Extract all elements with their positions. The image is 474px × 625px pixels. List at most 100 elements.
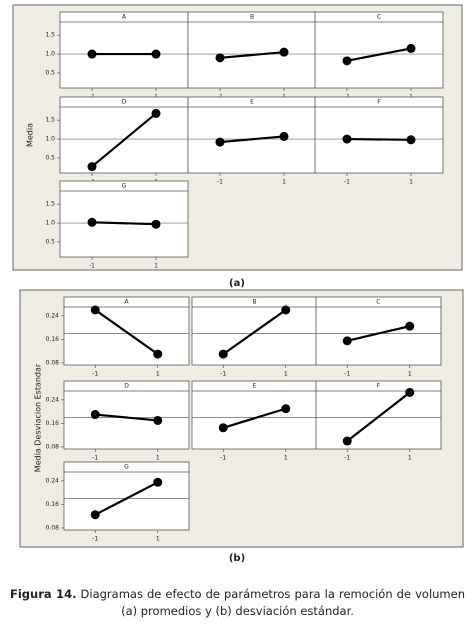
- y-tick-label: 0.16: [46, 420, 60, 427]
- x-tick-label: -1: [217, 179, 223, 186]
- point: [215, 53, 225, 63]
- y-tick-label: 1.5: [45, 201, 55, 208]
- x-tick-label: 1: [156, 371, 160, 378]
- series-line: [346, 391, 411, 442]
- x-tick-label: -1: [89, 263, 95, 270]
- subplot-title: D: [122, 99, 127, 106]
- subplot-frame: [314, 96, 444, 174]
- series-line: [91, 112, 157, 168]
- subplot-frame: [59, 96, 189, 174]
- series-line: [346, 325, 411, 342]
- x-tick-label: 1: [282, 179, 286, 186]
- subplot-frame: [59, 11, 189, 89]
- panel-label: (a): [229, 278, 245, 289]
- x-tick-label: 1: [154, 263, 158, 270]
- series-line: [222, 309, 287, 356]
- y-tick-label: 1.0: [45, 136, 55, 143]
- point: [153, 415, 163, 425]
- point: [342, 336, 352, 346]
- subplot-frame: [191, 380, 318, 450]
- x-tick-label: -1: [220, 371, 226, 378]
- x-tick-label: 1: [408, 455, 412, 462]
- series-line: [91, 221, 157, 226]
- y-axis-label: Media Desviacion Estandar: [34, 363, 43, 472]
- point: [281, 305, 291, 315]
- subplot-title: F: [377, 383, 381, 390]
- subplot-frame: [59, 180, 189, 258]
- subplot-frame: [314, 11, 444, 89]
- y-tick-label: 1.0: [45, 220, 55, 227]
- point: [218, 349, 228, 359]
- y-tick-label: 0.08: [46, 524, 60, 531]
- x-tick-label: 1: [284, 455, 288, 462]
- subplot-title: F: [377, 99, 381, 106]
- x-tick-label: 1: [408, 371, 412, 378]
- point: [342, 134, 352, 144]
- point: [342, 436, 352, 446]
- point: [151, 108, 161, 118]
- caption: Figura 14. Diagramas de efecto de paráme…: [10, 586, 465, 620]
- subplot-title: B: [250, 14, 254, 21]
- subplot-title: G: [124, 464, 129, 471]
- y-tick-label: 0.24: [46, 477, 60, 484]
- series-line: [94, 481, 159, 516]
- x-tick-label: -1: [344, 179, 350, 186]
- x-tick-label: -1: [92, 371, 98, 378]
- series-line: [346, 47, 412, 62]
- x-tick-label: 1: [156, 536, 160, 543]
- y-tick-label: 0.24: [46, 396, 60, 403]
- point: [279, 47, 289, 57]
- series-line: [346, 137, 412, 141]
- y-tick-label: 1.0: [45, 51, 55, 58]
- point: [90, 510, 100, 520]
- point: [406, 43, 416, 53]
- series-line: [219, 51, 285, 59]
- subplot-title: E: [253, 383, 257, 390]
- point: [218, 423, 228, 433]
- point: [215, 137, 225, 147]
- subplot-frame: [63, 461, 190, 531]
- x-tick-label: -1: [220, 455, 226, 462]
- series-line: [94, 309, 159, 356]
- y-axis-label: Media: [26, 123, 35, 147]
- point: [90, 305, 100, 315]
- y-tick-label: 1.5: [45, 117, 55, 124]
- subplot-frame: [187, 11, 317, 89]
- point: [153, 477, 163, 487]
- point: [281, 404, 291, 414]
- y-tick-label: 0.16: [46, 336, 60, 343]
- series-line: [95, 413, 158, 422]
- caption-text: Diagramas de efecto de parámetros para l…: [80, 587, 466, 618]
- panel-label: (b): [229, 553, 245, 564]
- y-tick-label: 0.08: [46, 359, 60, 366]
- point: [151, 49, 161, 59]
- subplot-frame: [315, 296, 442, 366]
- x-tick-label: -1: [92, 455, 98, 462]
- y-tick-label: 0.08: [46, 443, 60, 450]
- x-tick-label: 1: [156, 455, 160, 462]
- y-tick-label: 0.5: [45, 238, 55, 245]
- point: [153, 349, 163, 359]
- subplot-title: D: [124, 383, 129, 390]
- x-tick-label: -1: [344, 455, 350, 462]
- y-tick-label: 0.24: [46, 312, 60, 319]
- subplot-frame: [315, 380, 442, 450]
- point: [405, 387, 415, 397]
- x-tick-label: -1: [344, 371, 350, 378]
- y-tick-label: 0.5: [45, 69, 55, 76]
- subplot-frame: [187, 96, 317, 174]
- point: [279, 131, 289, 141]
- subplot-title: C: [376, 299, 380, 306]
- point: [87, 49, 97, 59]
- subplot-title: C: [377, 14, 381, 21]
- subplot-title: B: [252, 299, 256, 306]
- subplot-frame: [63, 380, 190, 450]
- series-line: [222, 407, 287, 429]
- y-tick-label: 1.5: [45, 32, 55, 39]
- subplot-title: A: [124, 299, 129, 306]
- point: [151, 219, 161, 229]
- point: [87, 217, 97, 227]
- y-tick-label: 0.5: [45, 154, 55, 161]
